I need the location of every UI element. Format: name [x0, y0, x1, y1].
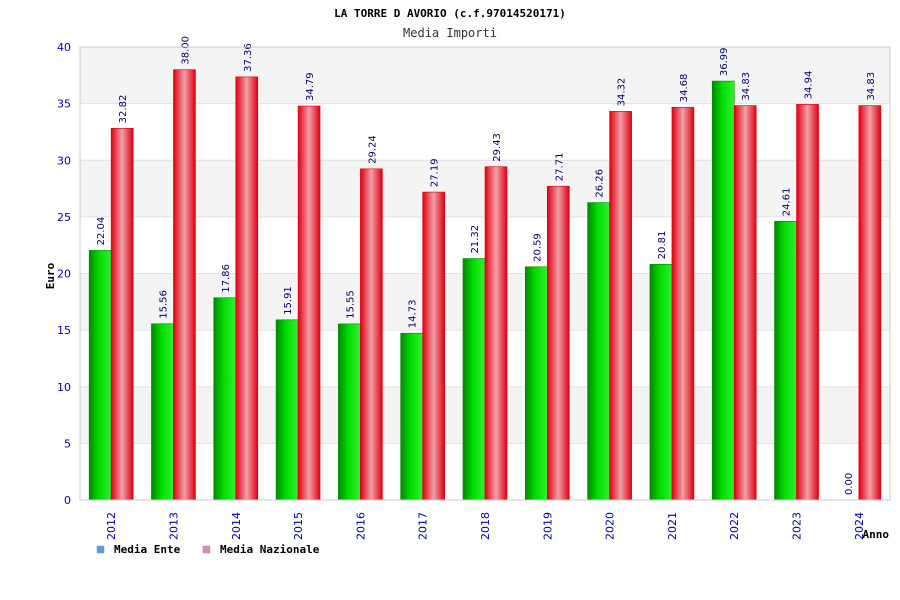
data-label-media-ente-2018: 21.32: [470, 225, 481, 254]
bar-media-nazionale-2014: [235, 76, 259, 501]
legend-label-media-ente: Media Ente: [114, 543, 181, 556]
y-tick-label: 15: [57, 324, 71, 337]
bar-media-ente-2018: [462, 258, 486, 501]
bar-media-ente-2023: [774, 220, 797, 501]
bars: [88, 69, 882, 501]
bar-media-nazionale-2021: [671, 106, 695, 501]
x-tick-label: 2014: [230, 512, 243, 540]
x-tick-label: 2016: [354, 512, 367, 540]
bar-media-ente-2020: [587, 202, 610, 501]
x-tick-label: 2019: [541, 512, 554, 540]
bar-media-ente-2015: [275, 319, 299, 501]
y-axis-ticks: 0 5 10 15 20 25 30 35 40: [57, 41, 71, 507]
bar-media-ente-2019: [525, 266, 548, 501]
data-label-media-ente-2022: 36.99: [719, 47, 730, 76]
data-label-media-nazionale-2021: 34.68: [679, 74, 690, 103]
bar-media-ente-2017: [400, 332, 423, 501]
data-label-media-ente-2020: 26.26: [595, 169, 606, 198]
data-label-media-nazionale-2017: 27.19: [430, 158, 441, 187]
bar-media-nazionale-2016: [360, 168, 383, 501]
y-tick-label: 40: [57, 41, 71, 54]
bar-media-nazionale-2023: [796, 104, 819, 501]
data-label-media-ente-2024: 0.00: [844, 473, 855, 495]
bar-media-ente-2022: [711, 80, 735, 501]
x-tick-label: 2020: [604, 512, 617, 540]
data-label-media-ente-2021: 20.81: [657, 231, 668, 260]
x-tick-label: 2022: [728, 512, 741, 540]
chart-subtitle: Media Importi: [403, 26, 497, 40]
data-labels: 22.04 32.82 15.56 38.00 17.86 37.36 15.91 34.79…: [96, 36, 877, 495]
bar-media-nazionale-2018: [484, 166, 508, 501]
data-label-media-ente-2014: 17.86: [221, 264, 232, 293]
chart-title: LA TORRE D AVORIO (c.f.97014520171): [334, 7, 566, 20]
data-label-media-ente-2015: 15.91: [283, 286, 294, 315]
plot-border: [79, 46, 891, 501]
bar-media-ente-2016: [338, 323, 361, 501]
bar-media-nazionale-2022: [733, 105, 757, 501]
data-label-media-nazionale-2022: 34.83: [741, 72, 752, 101]
data-label-media-ente-2016: 15.55: [345, 290, 356, 319]
bar-media-nazionale-2020: [609, 111, 632, 501]
bar-media-ente-2013: [151, 323, 174, 501]
data-label-media-nazionale-2016: 29.24: [367, 135, 378, 164]
bar-media-ente-2021: [649, 264, 673, 501]
x-tick-label: 2012: [105, 512, 118, 540]
data-label-media-nazionale-2012: 32.82: [118, 95, 129, 124]
bar-media-ente-2012: [88, 250, 112, 501]
bar-media-nazionale-2019: [547, 185, 570, 501]
data-label-media-ente-2013: 15.56: [158, 290, 169, 319]
y-tick-label: 0: [64, 494, 71, 507]
x-axis-ticks: 2012 2013 2014 2015 2016 2017 2018 2019 2020 2021…: [105, 512, 866, 540]
data-label-media-ente-2017: 14.73: [408, 300, 419, 329]
y-tick-label: 25: [57, 211, 71, 224]
y-axis-label: Euro: [44, 262, 57, 289]
y-tick-label: 30: [57, 154, 71, 167]
x-tick-label: 2018: [479, 512, 492, 540]
bar-media-nazionale-2024: [858, 105, 882, 501]
data-label-media-ente-2012: 22.04: [96, 217, 107, 246]
x-tick-label: 2015: [292, 512, 305, 540]
legend-swatch-media-ente: [96, 545, 105, 554]
data-label-media-ente-2019: 20.59: [532, 233, 543, 262]
bar-media-nazionale-2012: [110, 128, 134, 501]
y-tick-label: 20: [57, 268, 71, 281]
data-label-media-nazionale-2014: 37.36: [243, 43, 254, 72]
data-label-media-nazionale-2013: 38.00: [180, 36, 191, 65]
x-tick-label: 2023: [791, 512, 804, 540]
bar-media-nazionale-2017: [422, 191, 445, 501]
data-label-media-nazionale-2020: 34.32: [617, 78, 628, 107]
data-label-media-ente-2023: 24.61: [782, 188, 793, 217]
y-tick-label: 10: [57, 381, 71, 394]
bar-media-ente-2014: [213, 297, 237, 501]
data-label-media-nazionale-2018: 29.43: [492, 133, 503, 162]
x-axis-label: Anno: [863, 528, 890, 541]
x-tick-label: 2021: [666, 512, 679, 540]
legend-swatch-media-nazionale: [202, 545, 211, 554]
x-tick-label: 2013: [167, 512, 180, 540]
x-tick-label: 2017: [417, 512, 430, 540]
y-tick-label: 5: [64, 437, 71, 450]
grid-band: [80, 103, 890, 161]
legend: Media Ente Media Nazionale: [96, 543, 320, 556]
x-tick-label: 2024: [853, 512, 866, 540]
bar-media-nazionale-2013: [173, 69, 196, 501]
data-label-media-nazionale-2019: 27.71: [554, 153, 565, 182]
data-label-media-nazionale-2023: 34.94: [804, 71, 815, 100]
bar-media-nazionale-2015: [297, 105, 321, 501]
data-label-media-nazionale-2024: 34.83: [866, 72, 877, 101]
y-tick-label: 35: [57, 98, 71, 111]
grid-band: [80, 47, 890, 104]
legend-label-media-nazionale: Media Nazionale: [220, 543, 320, 556]
data-label-media-nazionale-2015: 34.79: [305, 72, 316, 101]
